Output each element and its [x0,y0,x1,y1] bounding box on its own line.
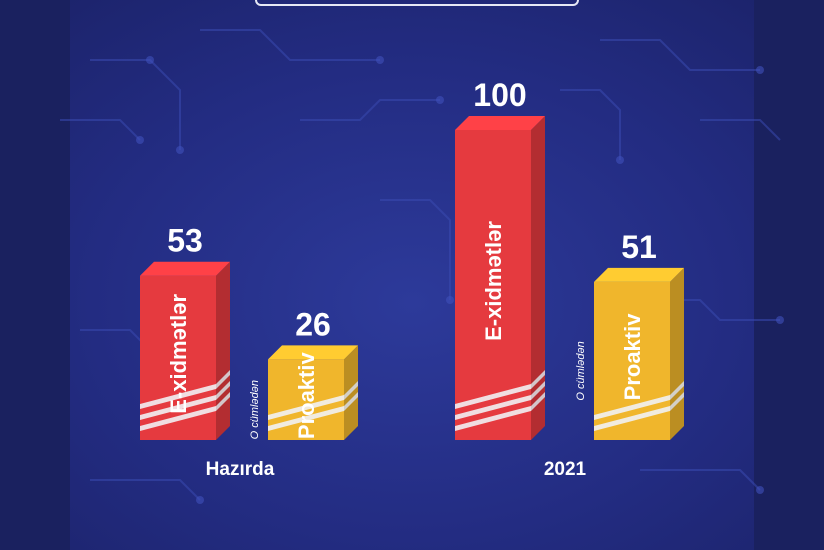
bar-series-label: E-xidmətlər [166,294,191,414]
circuit-node [436,96,444,104]
circuit-node [756,66,764,74]
circuit-trace [90,59,181,150]
circuit-node [446,296,454,304]
top-frame-decoration [255,0,579,6]
bar-stripe-side [531,370,545,389]
bar-stripe-side [670,381,684,400]
bar-stripe-side [531,381,545,400]
bar-top [140,261,230,276]
bar-stripe [140,395,216,420]
bar-value-label: 26 [295,306,331,342]
circuit-trace [60,119,141,141]
circuit-trace [560,89,621,160]
circuit-trace [80,329,151,420]
circuit-trace [600,39,760,71]
bar-stripe-side [216,381,230,400]
circuit-node [136,136,144,144]
circuit-node [176,146,184,154]
circuit-lines [60,29,784,504]
left-side-panel [0,0,70,550]
circuit-node [776,316,784,324]
right-side-panel [754,0,824,550]
category-label: Hazırda [206,459,275,480]
circuit-trace [700,119,781,141]
circuit-node [756,486,764,494]
bar-series-label: E-xidmətlər [481,221,506,341]
bar-series-label: Proaktiv [294,352,319,440]
bar-top [455,116,545,130]
circuit-node [376,56,384,64]
bar-stripe [140,406,216,431]
circuit-node [616,156,624,164]
circuit-trace [200,29,380,61]
bar-top [594,267,684,282]
circuit-trace [640,469,761,491]
circuit-trace [300,99,440,121]
bar-series-label: Proaktiv [620,313,645,401]
bar-stripe [455,406,531,431]
annotation-label: O cümlədən [249,380,261,439]
bar-value-label: 51 [621,229,657,265]
bar-stripe-side [670,392,684,411]
bar-value-label: 100 [473,77,526,113]
circuit-node [196,496,204,504]
bar-stripe [268,395,344,420]
bar-side [216,261,230,440]
circuit-trace [380,199,451,300]
bar-stripe-side [216,370,230,389]
bar-stripe [140,384,216,409]
bar-stripe-side [344,392,358,411]
bar-stripe-side [531,392,545,411]
circuit-trace [90,479,201,501]
annotation-label: O cümlədən [575,341,587,400]
bar-value-label: 53 [167,223,203,259]
bar-side [531,116,545,440]
category-label: 2021 [544,459,587,480]
circuit-node [146,56,154,64]
bar-stripe [455,395,531,420]
bar-side [670,267,684,440]
bar-stripe [594,395,670,420]
bar-top [268,345,358,360]
bar-stripe-side [216,392,230,411]
bar-stripe [455,384,531,409]
bar-stripe-side [344,381,358,400]
bar-stripe [594,406,670,431]
bar-stripe [268,406,344,431]
